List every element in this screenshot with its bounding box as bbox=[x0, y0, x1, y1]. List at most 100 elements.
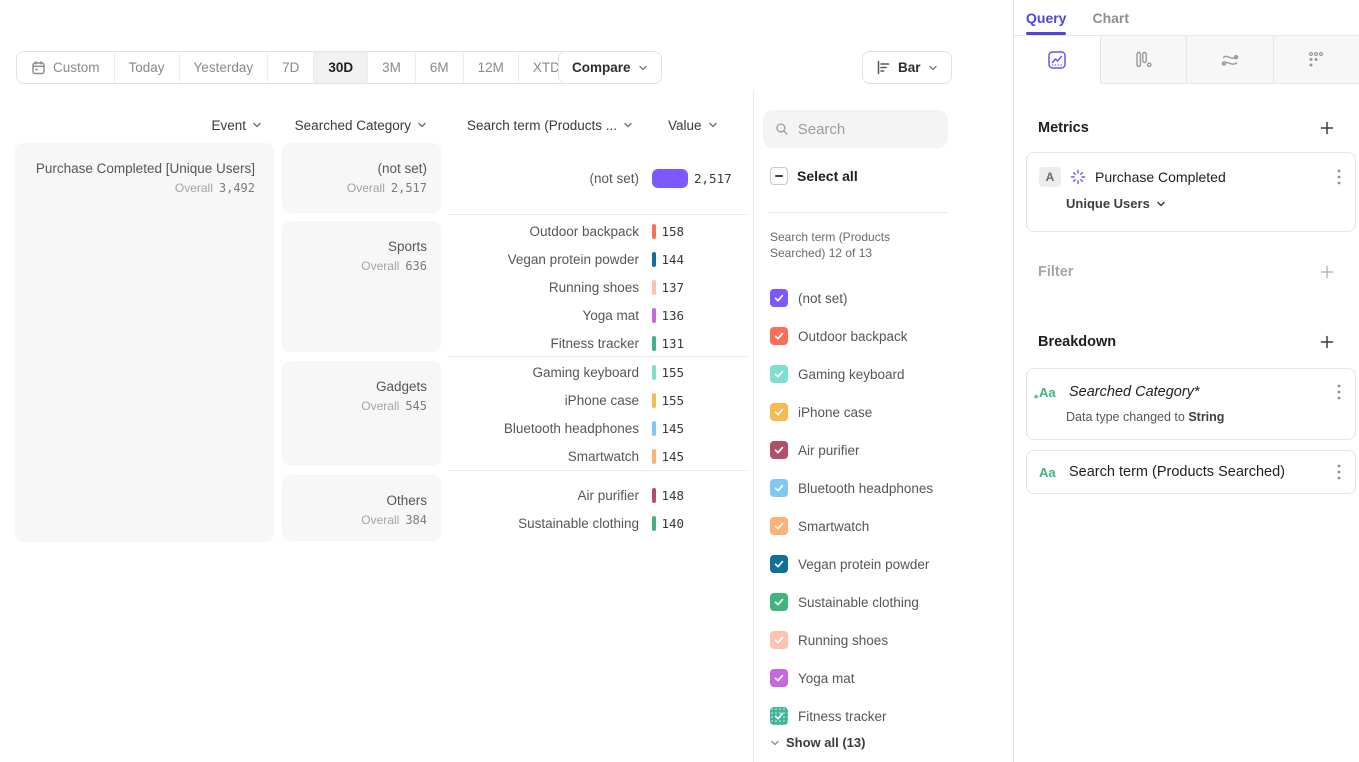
tab-retention[interactable] bbox=[1273, 36, 1359, 84]
checked-checkbox[interactable] bbox=[770, 631, 788, 649]
column-header-value[interactable]: Value bbox=[652, 116, 747, 134]
breakdown-card-search-term[interactable]: Aa Search term (Products Searched) bbox=[1026, 450, 1356, 494]
more-options-button[interactable] bbox=[1335, 382, 1343, 402]
tab-flows[interactable] bbox=[1187, 36, 1274, 84]
checked-checkbox[interactable] bbox=[770, 365, 788, 383]
date-range-6m[interactable]: 6M bbox=[414, 52, 463, 83]
breakdown-name: Searched Category* bbox=[1069, 384, 1200, 400]
date-range-custom[interactable]: Custom bbox=[17, 52, 114, 83]
table-row-sustainable-clothing[interactable]: Sustainable clothing 140 bbox=[448, 509, 747, 537]
list-item-label: Running shoes bbox=[798, 632, 889, 648]
list-item-label: Gaming keyboard bbox=[798, 366, 905, 382]
add-filter-button[interactable] bbox=[1317, 262, 1337, 282]
table-row-vegan-protein-powder[interactable]: Vegan protein powder 144 bbox=[448, 245, 747, 273]
category-cell-sports[interactable]: Sports Overall 636 bbox=[282, 221, 441, 352]
checked-checkbox[interactable] bbox=[770, 327, 788, 345]
term-rows: Air purifier 148 Sustainable clothing 140 bbox=[448, 481, 747, 537]
value-number: 155 bbox=[661, 392, 685, 408]
table-row-iphone-case[interactable]: iPhone case 155 bbox=[448, 386, 747, 414]
table-row-bluetooth-headphones[interactable]: Bluetooth headphones 145 bbox=[448, 414, 747, 442]
tab-funnels[interactable] bbox=[1100, 36, 1187, 84]
column-header-search-term[interactable]: Search term (Products ... bbox=[448, 116, 633, 134]
list-item-fitness-tracker[interactable]: Fitness tracker bbox=[754, 697, 1013, 735]
table-row-outdoor-backpack[interactable]: Outdoor backpack 158 bbox=[448, 217, 747, 245]
metric-card[interactable]: A Purchase Completed Unique Users bbox=[1026, 152, 1356, 232]
add-breakdown-button[interactable] bbox=[1317, 332, 1337, 352]
more-options-button[interactable] bbox=[1335, 462, 1343, 482]
checked-checkbox[interactable] bbox=[770, 479, 788, 497]
metric-series-badge: A bbox=[1039, 167, 1061, 187]
checked-checkbox[interactable] bbox=[770, 403, 788, 421]
show-all-button[interactable]: Show all (13) bbox=[770, 735, 865, 750]
list-item-air-purifier[interactable]: Air purifier bbox=[754, 431, 1013, 469]
metric-name: Purchase Completed bbox=[1095, 169, 1226, 185]
column-header-searched-category[interactable]: Searched Category bbox=[282, 116, 427, 134]
show-all-label: Show all (13) bbox=[786, 735, 866, 750]
category-cell-others[interactable]: Others Overall 384 bbox=[282, 475, 441, 541]
list-item-iphone-case[interactable]: iPhone case bbox=[754, 393, 1013, 431]
date-range-label: 30D bbox=[328, 60, 354, 75]
table-row-air-purifier[interactable]: Air purifier 148 bbox=[448, 481, 747, 509]
value-number: 137 bbox=[661, 279, 685, 295]
list-item-yoga-mat[interactable]: Yoga mat bbox=[754, 659, 1013, 697]
value-bar bbox=[652, 487, 656, 503]
table-row-yoga-mat[interactable]: Yoga mat 136 bbox=[448, 301, 747, 329]
table-row-gaming-keyboard[interactable]: Gaming keyboard 155 bbox=[448, 358, 747, 386]
event-cell[interactable]: Purchase Completed [Unique Users] Overal… bbox=[15, 143, 274, 542]
list-item-not-set[interactable]: (not set) bbox=[754, 279, 1013, 317]
date-range-today[interactable]: Today bbox=[113, 52, 179, 83]
add-metric-button[interactable] bbox=[1317, 118, 1337, 138]
list-item-gaming-keyboard[interactable]: Gaming keyboard bbox=[754, 355, 1013, 393]
checked-checkbox[interactable] bbox=[770, 555, 788, 573]
value-number: 145 bbox=[661, 448, 685, 464]
compare-button[interactable]: Compare bbox=[558, 51, 662, 84]
term-rows: Gaming keyboard 155 iPhone case 155 Bluetoot… bbox=[448, 358, 747, 470]
check-icon bbox=[774, 636, 784, 644]
table-row-fitness-tracker[interactable]: Fitness tracker 131 bbox=[448, 329, 747, 357]
value-number: 131 bbox=[661, 335, 685, 351]
date-range-yesterday[interactable]: Yesterday bbox=[178, 52, 268, 83]
select-all-checkbox[interactable]: Select all bbox=[770, 167, 858, 185]
date-range-3m[interactable]: 3M bbox=[367, 52, 415, 83]
table-row-running-shoes[interactable]: Running shoes 137 bbox=[448, 273, 747, 301]
category-overall: Overall 384 bbox=[361, 513, 427, 527]
list-item-running-shoes[interactable]: Running shoes bbox=[754, 621, 1013, 659]
value-number: 148 bbox=[661, 487, 685, 503]
more-options-button[interactable] bbox=[1335, 167, 1343, 187]
tab-insights[interactable] bbox=[1014, 36, 1101, 84]
list-item-bluetooth-headphones[interactable]: Bluetooth headphones bbox=[754, 469, 1013, 507]
tab-query[interactable]: Query bbox=[1026, 0, 1067, 35]
date-range-30d[interactable]: 30D bbox=[313, 52, 368, 83]
checked-checkbox[interactable] bbox=[770, 289, 788, 307]
tab-chart[interactable]: Chart bbox=[1092, 0, 1129, 35]
metrics-section-header: Metrics bbox=[1038, 118, 1337, 138]
measure-selector[interactable]: Unique Users bbox=[1027, 196, 1355, 211]
term-rows: (not set) 2,517 bbox=[448, 143, 747, 213]
checked-checkbox[interactable] bbox=[770, 669, 788, 687]
checked-checkbox[interactable] bbox=[770, 441, 788, 459]
chevron-down-icon bbox=[708, 122, 717, 128]
table-row-smartwatch[interactable]: Smartwatch 145 bbox=[448, 442, 747, 470]
list-item-vegan-protein-powder[interactable]: Vegan protein powder bbox=[754, 545, 1013, 583]
list-item-smartwatch[interactable]: Smartwatch bbox=[754, 507, 1013, 545]
date-range-7d[interactable]: 7D bbox=[267, 52, 314, 83]
category-cell-gadgets[interactable]: Gadgets Overall 545 bbox=[282, 361, 441, 466]
chart-type-button[interactable]: Bar bbox=[862, 51, 952, 84]
filter-panel: Select all Search term (Products Searche… bbox=[753, 90, 1013, 762]
search-input[interactable] bbox=[797, 120, 936, 138]
checked-checkbox[interactable] bbox=[770, 707, 788, 725]
date-range-12m[interactable]: 12M bbox=[462, 52, 518, 83]
search-box[interactable] bbox=[763, 110, 948, 148]
category-cell-not-set[interactable]: (not set) Overall 2,517 bbox=[282, 143, 441, 213]
list-item-sustainable-clothing[interactable]: Sustainable clothing bbox=[754, 583, 1013, 621]
breakdown-title: Breakdown bbox=[1038, 334, 1117, 350]
check-icon bbox=[774, 674, 784, 682]
column-header-event[interactable]: Event bbox=[15, 116, 262, 134]
checked-checkbox[interactable] bbox=[770, 593, 788, 611]
list-item-outdoor-backpack[interactable]: Outdoor backpack bbox=[754, 317, 1013, 355]
check-icon bbox=[774, 484, 784, 492]
checked-checkbox[interactable] bbox=[770, 517, 788, 535]
table-row-not-set[interactable]: (not set) 2,517 bbox=[448, 143, 747, 213]
breakdown-card-searched-category[interactable]: Aa * Searched Category* Data type changed… bbox=[1026, 368, 1356, 440]
check-icon bbox=[774, 408, 784, 416]
